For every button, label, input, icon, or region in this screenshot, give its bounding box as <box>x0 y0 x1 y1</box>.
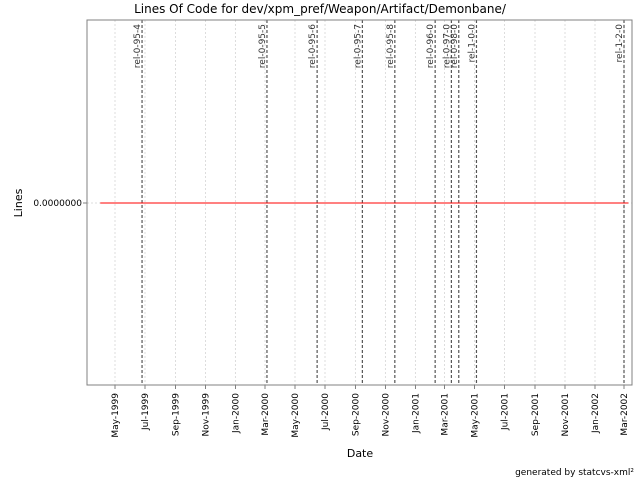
x-tick-label: May-1999 <box>111 393 121 438</box>
generator-credit: generated by statcvs-xml² <box>515 468 634 478</box>
x-tick-label: Nov-2000 <box>381 393 391 437</box>
chart-title: Lines Of Code for dev/xpm_pref/Weapon/Ar… <box>134 2 507 16</box>
x-tick-label: Jan-2001 <box>411 393 421 434</box>
x-tick-label: Sep-1999 <box>171 393 181 436</box>
x-tick-label: Mar-2001 <box>440 393 450 436</box>
release-marker-label: rel-1-2-0 <box>615 24 625 63</box>
y-tick-label: 0.0000000 <box>33 199 82 209</box>
x-tick-label: Jul-2001 <box>500 393 510 431</box>
x-tick-label: Sep-2001 <box>531 393 541 436</box>
x-tick-label: Nov-1999 <box>201 393 211 437</box>
x-tick-label: Sep-2000 <box>351 393 361 436</box>
x-axis-label: Date <box>347 447 374 460</box>
x-tick-label: Mar-2000 <box>261 393 271 436</box>
release-marker-label: rel-0-98-0 <box>450 24 460 68</box>
release-marker-label: rel-0-96-0 <box>426 24 436 68</box>
x-axis-ticks: May-1999 Jul-1999 Sep-1999 Nov-1999 Jan-2000… <box>111 385 630 438</box>
x-tick-label: Jul-2000 <box>321 393 331 431</box>
release-marker-label: rel-0-95-6 <box>308 24 318 68</box>
x-tick-label: Jan-2000 <box>231 393 241 434</box>
release-marker-label: rel-0-95-4 <box>133 24 143 68</box>
x-tick-label: Nov-2001 <box>561 393 571 436</box>
release-marker-label: rel-0-95-5 <box>258 24 268 68</box>
release-marker-label: rel-0-95-8 <box>386 24 396 68</box>
release-marker-label: rel-0-97-0 <box>442 24 452 68</box>
x-tick-label: Mar-2002 <box>620 393 630 436</box>
y-axis-ticks: 0.0000000 <box>33 199 87 209</box>
x-tick-label: May-2000 <box>291 393 301 438</box>
x-tick-label: Jan-2002 <box>591 393 601 434</box>
x-tick-label: May-2001 <box>470 393 480 438</box>
y-axis-label: Lines <box>12 188 25 217</box>
x-tick-label: Jul-1999 <box>141 393 151 431</box>
release-marker-label: rel-1-0-0 <box>467 24 477 63</box>
release-marker-label: rel-0-95-7 <box>353 24 363 68</box>
